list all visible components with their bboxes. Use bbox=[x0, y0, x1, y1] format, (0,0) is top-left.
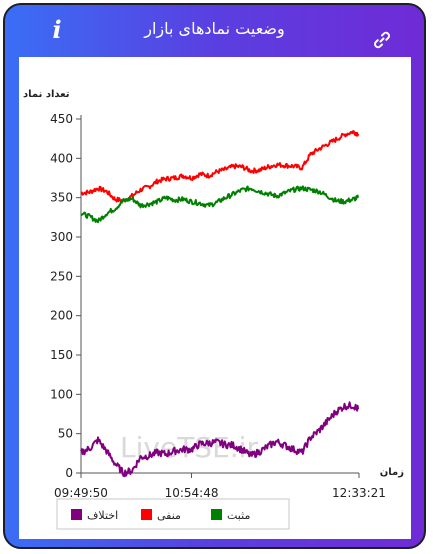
y-axis-label: تعداد نماد bbox=[23, 89, 70, 100]
link-icon[interactable] bbox=[372, 30, 392, 50]
line-chart: LiveTSE.ir تعداد نماد0501001502002503003… bbox=[23, 89, 404, 530]
y-tick-label: 400 bbox=[50, 151, 73, 165]
legend-swatch bbox=[71, 509, 82, 520]
y-tick-label: 150 bbox=[50, 348, 73, 362]
chart-panel: LiveTSE.ir تعداد نماد 0 50 100 150 200 250 300 3… bbox=[19, 57, 411, 539]
y-tick-label: 50 bbox=[58, 427, 73, 441]
y-tick-label: 200 bbox=[50, 309, 73, 323]
widget-title: وضعیت نمادهای بازار bbox=[144, 19, 285, 38]
legend-swatch bbox=[211, 509, 222, 520]
widget-header: i وضعیت نمادهای بازار bbox=[5, 5, 424, 57]
y-tick-label: 450 bbox=[50, 112, 73, 126]
legend-label: اختلاف bbox=[87, 509, 118, 522]
series-line-2 bbox=[80, 185, 360, 224]
legend-label: منفی bbox=[157, 509, 181, 522]
x-tick-label: 09:49:50 bbox=[54, 486, 108, 500]
info-icon[interactable]: i bbox=[52, 15, 62, 44]
x-tick-label: 10:54:48 bbox=[165, 486, 219, 500]
y-tick-label: 100 bbox=[50, 387, 73, 401]
y-tick-label: 0 bbox=[65, 466, 73, 480]
y-tick-label: 250 bbox=[50, 269, 73, 283]
legend-box bbox=[56, 498, 290, 530]
widget-frame: i وضعیت نمادهای بازار LiveTSE.ir تعداد ن… bbox=[3, 3, 426, 549]
legend-swatch bbox=[141, 509, 152, 520]
series-line-3 bbox=[80, 401, 360, 478]
y-tick-label: 300 bbox=[50, 230, 73, 244]
y-tick-label: 350 bbox=[50, 191, 73, 205]
legend-label: مثبت bbox=[227, 509, 250, 522]
x-axis-label: زمان bbox=[380, 467, 404, 478]
x-tick-label: 12:33:21 bbox=[332, 486, 386, 500]
